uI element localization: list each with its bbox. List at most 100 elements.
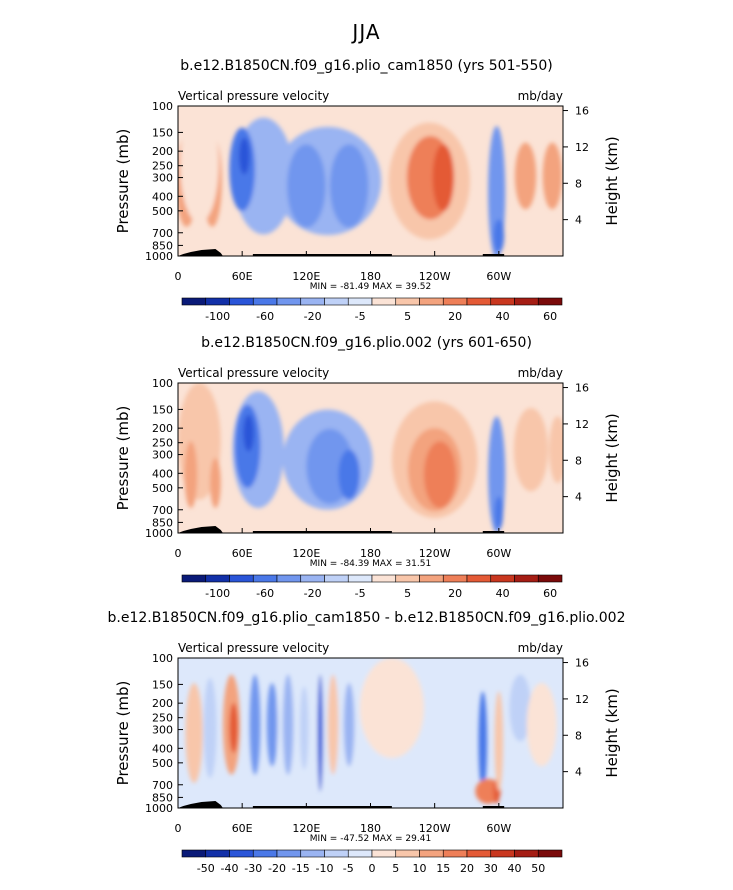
colorbar-label: 60 <box>543 310 557 323</box>
contour-blob <box>185 683 203 783</box>
y-tick-label: 200 <box>152 422 173 435</box>
y-tick-label: 700 <box>152 227 173 240</box>
x-tick-label: 120W <box>419 547 451 560</box>
colorbar-label: 20 <box>448 587 462 600</box>
colorbar-cell <box>181 849 207 858</box>
contour-blob <box>249 674 261 775</box>
colorbar-cell <box>371 849 397 858</box>
x-tick-label: 60W <box>486 547 511 560</box>
x-tick-label: 60E <box>232 270 253 283</box>
colorbar-label: -20 <box>268 862 286 875</box>
y-tick-label: 150 <box>152 678 173 691</box>
y-tick-label: 300 <box>152 449 173 462</box>
colorbar-cell <box>252 574 278 583</box>
colorbar-cell <box>205 849 230 858</box>
contour-blob <box>549 416 563 483</box>
colorbar-cell <box>324 574 349 583</box>
colorbar-cell <box>229 297 254 306</box>
colorbar-label: 40 <box>496 310 510 323</box>
topography-strip <box>482 254 505 256</box>
y-tick-label: 150 <box>152 403 173 416</box>
height-tick-label: 12 <box>575 141 589 154</box>
x-tick-label: 0 <box>175 547 182 560</box>
colorbar-cell <box>490 849 515 858</box>
contour-blob <box>243 414 254 452</box>
contour-blob <box>343 683 355 767</box>
colorbar-label: 50 <box>531 862 545 875</box>
y-tick-label: 850 <box>152 516 173 529</box>
topography <box>178 249 223 256</box>
y-tick-label: 400 <box>152 467 173 480</box>
contour-blob <box>266 683 278 767</box>
colorbar-cell <box>419 849 444 858</box>
height-tick-label: 4 <box>575 491 582 504</box>
height-tick-label: 12 <box>575 693 589 706</box>
colorbar-cell <box>442 849 468 858</box>
x-tick-label: 60E <box>232 822 253 835</box>
topography-strip <box>252 531 392 533</box>
colorbar-label: 20 <box>448 310 462 323</box>
colorbar-label: -10 <box>316 862 334 875</box>
topography-strip <box>482 806 505 808</box>
height-tick-label: 4 <box>575 766 582 779</box>
colorbar-cell <box>205 574 230 583</box>
left-label: Vertical pressure velocity <box>178 366 329 380</box>
y-tick-label: 150 <box>152 126 173 139</box>
x-tick-label: 180 <box>360 547 381 560</box>
x-tick-label: 0 <box>175 270 182 283</box>
colorbar-label: -30 <box>244 862 262 875</box>
colorbar-label: 10 <box>413 862 427 875</box>
contour-blob <box>494 496 504 530</box>
topography-strip <box>252 254 392 256</box>
contour-blob <box>329 144 369 228</box>
colorbar-cell <box>347 849 373 858</box>
colorbar-label: -60 <box>256 310 274 323</box>
colorbar-cell <box>537 574 563 583</box>
contour-blob <box>210 458 221 508</box>
colorbar-cell <box>347 297 373 306</box>
x-tick-label: 60W <box>486 270 511 283</box>
x-tick-label: 60E <box>232 547 253 560</box>
y-tick-label: 250 <box>152 712 173 725</box>
colorbar-label: -50 <box>197 862 215 875</box>
contour-blob <box>203 678 217 778</box>
panel-title: b.e12.B1850CN.f09_g16.plio_cam1850 (yrs … <box>180 58 553 74</box>
y-tick-label: 850 <box>152 239 173 252</box>
colorbar-cell <box>324 849 349 858</box>
plot-area <box>178 658 563 808</box>
colorbar-cell <box>300 849 325 858</box>
contour-blob <box>229 703 238 753</box>
colorbar-cell <box>229 574 254 583</box>
contour-blob <box>238 137 250 175</box>
colorbar-cell <box>514 849 539 858</box>
contour-blob <box>338 449 360 500</box>
y-tick-label: 250 <box>152 160 173 173</box>
min-max-label: MIN = -47.52 MAX = 29.41 <box>310 834 431 844</box>
x-tick-label: 120E <box>292 270 320 283</box>
topography-strip <box>252 806 392 808</box>
x-tick-label: 120E <box>292 547 320 560</box>
colorbar-label: -5 <box>355 310 366 323</box>
y-tick-label: 200 <box>152 697 173 710</box>
y-tick-label: 1000 <box>145 802 173 815</box>
y-tick-label: 100 <box>152 377 173 390</box>
y-tick-label: 700 <box>152 504 173 517</box>
colorbar-cell <box>442 574 468 583</box>
colorbar-cell <box>276 297 302 306</box>
colorbar-label: -15 <box>292 862 310 875</box>
y-axis-right-label: Height (km) <box>603 413 621 502</box>
panel-title: b.e12.B1850CN.f09_g16.plio_cam1850 - b.e… <box>107 610 626 626</box>
colorbar-cell <box>276 849 302 858</box>
contour-blob <box>514 142 537 210</box>
plot-area <box>178 106 563 256</box>
height-tick-label: 8 <box>575 729 582 742</box>
contour-blob <box>423 441 457 508</box>
colorbar-label: 0 <box>369 862 376 875</box>
chart-panel-top: b.e12.B1850CN.f09_g16.plio_cam1850 (yrs … <box>0 58 733 338</box>
height-tick-label: 4 <box>575 214 582 227</box>
colorbar-cell <box>181 297 207 306</box>
colorbar-cell <box>514 574 539 583</box>
colorbar-label: -100 <box>205 310 230 323</box>
units-label: mb/day <box>518 366 563 380</box>
contour-blob <box>494 691 504 792</box>
